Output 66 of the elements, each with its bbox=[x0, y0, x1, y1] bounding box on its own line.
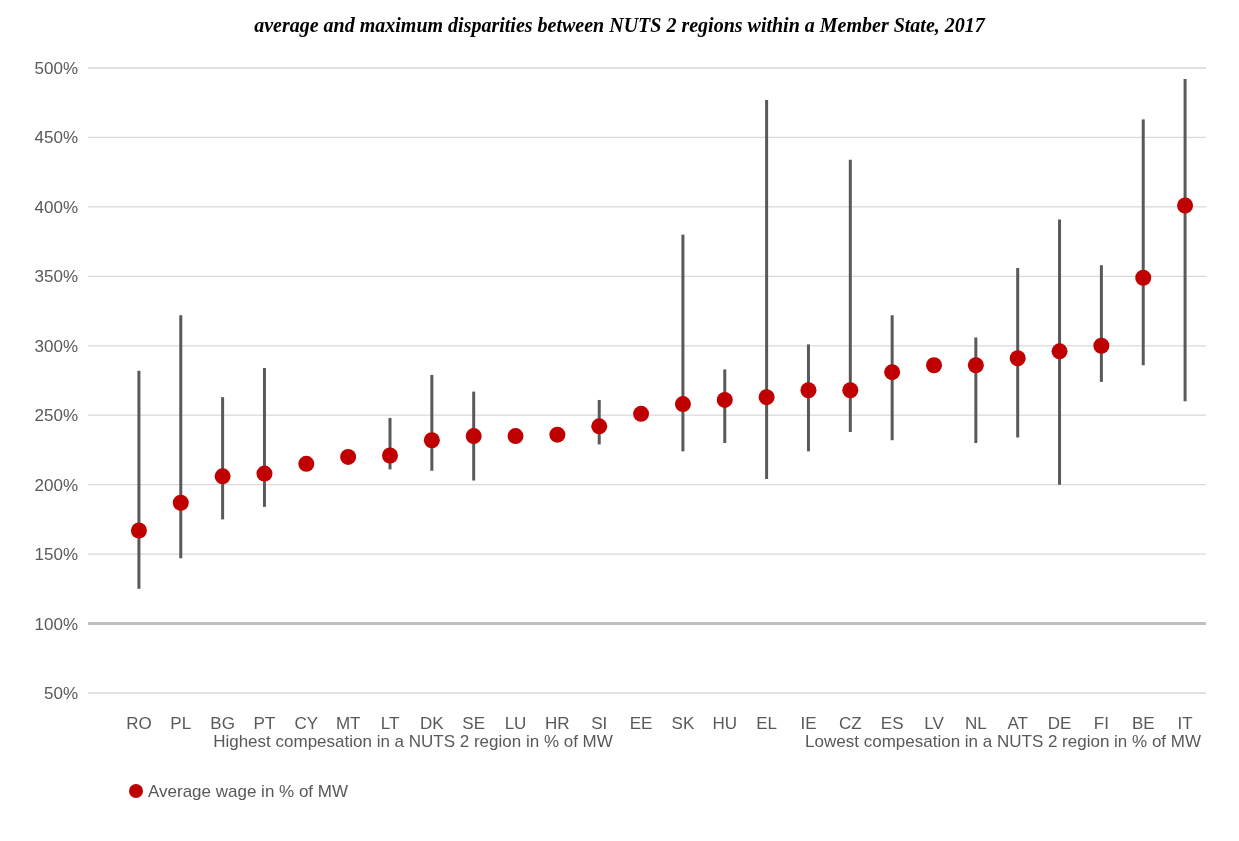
point bbox=[465, 428, 482, 445]
x-tick-label: ES bbox=[880, 714, 904, 733]
x-tick-label: CZ bbox=[838, 714, 862, 733]
x-tick-label: PT bbox=[253, 714, 276, 733]
text: Lowest compesation in a NUTS 2 region in % of MW bbox=[805, 732, 1201, 751]
legend-label: Average wage in % of MW bbox=[148, 781, 348, 801]
x-tick-label: LU bbox=[504, 714, 527, 733]
point bbox=[800, 382, 817, 399]
x-tick-label: HR bbox=[545, 714, 570, 733]
y-tick-label: 350% bbox=[34, 267, 78, 287]
y-tick-label: 100% bbox=[34, 614, 78, 634]
x-tick-label: MT bbox=[335, 714, 361, 733]
x-tick-label: DK bbox=[420, 714, 445, 733]
x-tick-label: IE bbox=[800, 714, 817, 733]
x-tick-label: CY bbox=[294, 714, 319, 733]
x-tick-label: IT bbox=[1177, 714, 1193, 733]
point bbox=[130, 522, 147, 539]
point bbox=[716, 391, 733, 408]
y-tick-label: 200% bbox=[34, 475, 78, 495]
point bbox=[842, 382, 859, 399]
point bbox=[298, 455, 315, 472]
x-tick-label: SK bbox=[671, 714, 695, 733]
y-tick-label: 300% bbox=[34, 336, 78, 356]
x-tick-label: AT bbox=[1007, 714, 1028, 733]
point bbox=[382, 447, 398, 464]
x-tick-label: SI bbox=[591, 714, 608, 733]
point bbox=[591, 418, 608, 435]
point bbox=[172, 494, 189, 511]
point bbox=[340, 448, 357, 465]
point bbox=[1177, 197, 1194, 214]
point bbox=[633, 405, 650, 422]
point bbox=[1009, 350, 1026, 367]
x-tick-label: NL bbox=[964, 714, 987, 733]
point bbox=[423, 432, 440, 449]
point bbox=[674, 396, 691, 413]
x-tick-label: PL bbox=[170, 714, 192, 733]
point bbox=[884, 364, 901, 381]
x-tick-label: RO bbox=[126, 714, 152, 733]
point bbox=[758, 389, 775, 406]
y-tick-label: 50% bbox=[43, 683, 78, 703]
point bbox=[1093, 337, 1110, 354]
point bbox=[507, 428, 524, 445]
text: Highest compesation in a NUTS 2 region in % of MW bbox=[213, 732, 613, 751]
y-tick-label: 500% bbox=[34, 58, 78, 78]
x-tick-label: LT bbox=[380, 714, 400, 733]
point bbox=[967, 357, 984, 374]
x-tick-label: EL bbox=[756, 714, 778, 733]
point bbox=[214, 468, 231, 485]
point bbox=[926, 357, 942, 374]
x-tick-label: BG bbox=[210, 714, 235, 733]
y-tick-label: 400% bbox=[34, 197, 78, 217]
point bbox=[549, 426, 566, 443]
x-tick-label: FI bbox=[1093, 714, 1109, 733]
y-tick-label: 450% bbox=[34, 128, 78, 148]
x-tick-label: EE bbox=[629, 714, 653, 733]
point bbox=[1135, 269, 1152, 286]
point bbox=[256, 465, 273, 482]
chart-title: average and maximum disparities between NUTS 2 regions within a Member State, 2017 bbox=[254, 14, 986, 37]
x-tick-label: BE bbox=[1131, 714, 1155, 733]
x-tick-label: DE bbox=[1047, 714, 1072, 733]
x-tick-label: SE bbox=[462, 714, 486, 733]
y-tick-label: 150% bbox=[34, 545, 78, 565]
point bbox=[1051, 343, 1068, 360]
y-tick-label: 250% bbox=[34, 406, 78, 426]
x-tick-label: HU bbox=[712, 714, 738, 733]
x-tick-label: LV bbox=[924, 714, 945, 733]
